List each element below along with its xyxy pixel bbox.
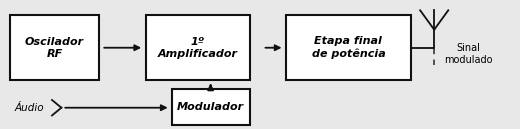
Bar bbox=[10, 15, 99, 80]
Bar bbox=[172, 89, 250, 125]
Text: 1º
Amplificador: 1º Amplificador bbox=[158, 37, 238, 59]
Text: Oscilador
RF: Oscilador RF bbox=[25, 37, 84, 59]
Text: Sinal
modulado: Sinal modulado bbox=[444, 43, 492, 65]
Bar bbox=[146, 15, 250, 80]
Bar bbox=[286, 15, 411, 80]
Text: Áudio: Áudio bbox=[15, 103, 44, 113]
Text: Modulador: Modulador bbox=[177, 102, 244, 112]
Text: Etapa final
de potência: Etapa final de potência bbox=[311, 36, 385, 59]
